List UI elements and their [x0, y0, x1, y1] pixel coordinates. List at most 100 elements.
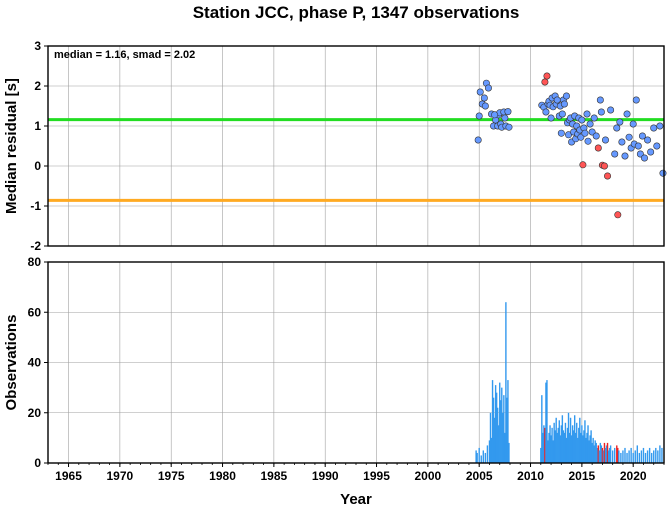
- observation-bar: [642, 447, 645, 463]
- observation-bar: [508, 442, 510, 463]
- observations-y-axis-label: Observations: [3, 315, 20, 411]
- observation-bar: [628, 450, 630, 463]
- residual-point: [558, 110, 566, 118]
- observation-bar: [484, 452, 487, 463]
- residual-point: [590, 114, 598, 122]
- residual-point: [625, 133, 633, 141]
- observation-bar: [506, 397, 508, 463]
- reference-lines: [48, 118, 664, 202]
- observation-bar: [609, 445, 612, 463]
- observation-bar: [548, 432, 550, 463]
- observation-bar: [586, 432, 588, 463]
- residual-panel-frame: [47, 45, 665, 247]
- observation-bar: [566, 427, 569, 463]
- observation-bar: [555, 417, 557, 463]
- observation-bar: [498, 425, 500, 463]
- observation-bar: [620, 452, 622, 463]
- residual-y-axis-label: Median residual [s]: [3, 78, 20, 214]
- observation-bar: [542, 432, 544, 463]
- x-tick-label: 2010: [517, 469, 544, 483]
- residual-point: [505, 123, 513, 131]
- observation-bar-outlier: [544, 427, 546, 463]
- residual-point: [476, 88, 484, 96]
- observation-bar: [589, 435, 591, 463]
- observation-bar: [551, 427, 553, 463]
- observation-bar: [554, 430, 556, 463]
- residual-point: [474, 136, 482, 144]
- residual-y-ticks: -2 -1 0 1 2 3: [30, 39, 48, 253]
- observation-bar: [549, 425, 551, 463]
- observation-bar: [581, 425, 583, 463]
- observation-bar: [646, 450, 649, 463]
- observation-bar: [636, 445, 639, 463]
- observation-bar: [618, 450, 620, 463]
- residual-point: [623, 110, 631, 118]
- residual-point: [586, 120, 594, 128]
- residual-point: [656, 122, 664, 130]
- observation-bar: [576, 422, 578, 463]
- y-tick-label: 1: [34, 119, 41, 133]
- observation-bar: [559, 435, 562, 463]
- observation-bar: [644, 452, 647, 463]
- year-x-axis-label: Year: [340, 491, 372, 508]
- observation-bar: [608, 447, 611, 463]
- observation-bar: [583, 430, 585, 463]
- observation-bar: [605, 445, 608, 463]
- observation-bar: [501, 387, 503, 463]
- x-tick-label: 1980: [209, 469, 236, 483]
- observation-bar: [577, 437, 579, 463]
- y-tick-label: 60: [28, 305, 42, 319]
- residual-point-outlier: [594, 144, 602, 152]
- residual-point: [634, 142, 642, 150]
- residual-point-outlier: [604, 172, 612, 180]
- x-tick-label: 2020: [620, 469, 647, 483]
- observation-bar: [489, 412, 492, 463]
- residual-point: [632, 96, 640, 104]
- residual-point: [613, 124, 621, 132]
- observation-bar-outlier: [606, 442, 609, 463]
- residual-point: [553, 96, 561, 104]
- residual-point: [601, 136, 609, 144]
- y-tick-label: 2: [34, 79, 41, 93]
- observation-bar-outlier: [617, 447, 619, 463]
- observation-bar: [493, 417, 496, 463]
- observation-bar: [582, 435, 584, 463]
- residual-point: [640, 154, 648, 162]
- residual-point-outlier: [600, 162, 608, 170]
- observation-bar: [475, 450, 477, 463]
- observation-bar: [602, 450, 605, 463]
- y-tick-label: 40: [28, 356, 42, 370]
- observation-bar: [496, 407, 499, 463]
- observation-bar: [543, 425, 545, 463]
- residual-point: [650, 124, 658, 132]
- residual-point: [578, 116, 586, 124]
- observation-bar: [562, 430, 565, 463]
- observation-bar: [567, 412, 570, 463]
- residual-point: [647, 148, 655, 156]
- residual-point: [481, 102, 489, 110]
- observation-bar: [541, 395, 543, 463]
- x-tick-label: 2015: [569, 469, 596, 483]
- residual-point: [480, 94, 488, 102]
- residual-point: [475, 112, 483, 120]
- observation-bar: [553, 422, 555, 463]
- median-smad-annotation: median = 1.16, smad = 2.02: [54, 49, 195, 61]
- x-tick-label: 1990: [312, 469, 339, 483]
- observation-bar: [482, 450, 485, 463]
- residual-point-outlier: [541, 78, 549, 86]
- observation-bar: [476, 452, 478, 463]
- observation-bar: [578, 427, 580, 463]
- observation-bar: [632, 452, 634, 463]
- residual-point: [584, 137, 592, 145]
- x-tick-label: 1995: [363, 469, 390, 483]
- observation-bar: [565, 437, 568, 463]
- observation-bar-outlier: [603, 442, 606, 463]
- observation-bar: [499, 382, 501, 463]
- observation-bar: [587, 425, 589, 463]
- residual-point: [581, 129, 589, 137]
- observation-bar: [611, 450, 614, 463]
- observation-bar: [480, 455, 482, 463]
- observation-bar: [657, 450, 659, 463]
- observation-bar: [655, 447, 657, 463]
